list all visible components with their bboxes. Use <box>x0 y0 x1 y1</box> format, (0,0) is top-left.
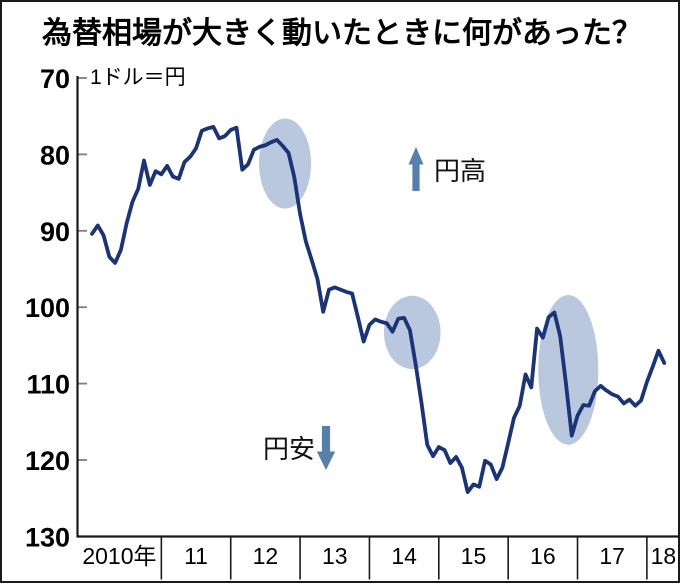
chart-title: 為替相場が大きく動いたときに何があった？ <box>42 16 642 50</box>
y-tick-label: 100 <box>25 293 70 323</box>
x-year-label: 16 <box>530 543 556 569</box>
x-year-label: 13 <box>322 543 348 569</box>
y-tick-label: 80 <box>40 140 70 170</box>
x-year-label: 14 <box>391 543 417 569</box>
yen-low-label: 円安 <box>263 434 315 464</box>
usdjpy-line <box>90 124 667 494</box>
x-year-label: 15 <box>461 543 487 569</box>
x-year-label: 11 <box>184 543 208 569</box>
down-arrow-icon <box>316 426 336 470</box>
y-tick-label: 130 <box>25 522 70 552</box>
x-axis-year-bands: 2010年 11 12 13 14 15 16 17 18 <box>82 536 680 580</box>
x-year-label: 18 <box>651 543 677 569</box>
highlight-ellipse <box>259 118 312 209</box>
yen-high-label: 円高 <box>434 156 486 186</box>
yen-low-annotation: 円安 <box>263 426 336 470</box>
x-year-label: 17 <box>599 543 625 569</box>
y-axis: 70 80 90 100 110 120 130 <box>25 64 87 552</box>
y-tick-label: 70 <box>40 64 70 94</box>
highlight-ellipse <box>383 295 441 370</box>
yen-high-annotation: 円高 <box>408 147 486 191</box>
x-year-label: 12 <box>253 543 279 569</box>
axis-unit-label: 1ドル＝円 <box>90 66 186 89</box>
highlight-ellipses <box>259 118 599 445</box>
up-arrow-icon <box>408 147 424 191</box>
x-year-label: 2010年 <box>82 543 156 569</box>
y-tick-label: 90 <box>40 217 70 247</box>
y-tick-label: 120 <box>25 446 70 476</box>
y-tick-label: 110 <box>26 370 70 400</box>
